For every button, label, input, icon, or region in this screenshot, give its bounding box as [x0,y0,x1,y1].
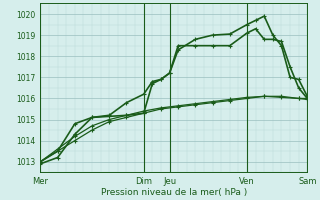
X-axis label: Pression niveau de la mer( hPa ): Pression niveau de la mer( hPa ) [101,188,247,197]
